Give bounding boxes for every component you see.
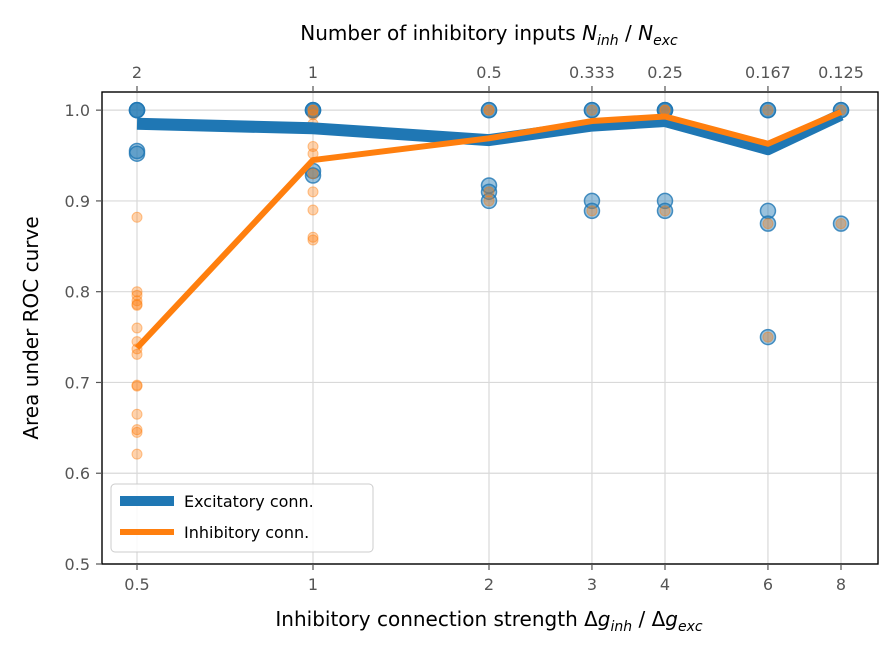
- excitatory-scatter: [128, 101, 850, 346]
- plot-frame: [101, 91, 879, 565]
- y-tick-label: 0.7: [65, 373, 90, 392]
- x-tick-label: 3: [587, 575, 597, 594]
- inhibitory-point: [131, 408, 143, 420]
- y-axis-label: Area under ROC curve: [19, 216, 43, 439]
- inhibitory-point: [131, 424, 143, 436]
- excitatory-point: [759, 101, 777, 119]
- inhibitory-point: [131, 286, 143, 298]
- excitatory-mean-line: [136, 109, 844, 156]
- inhibitory-mean-line: [134, 109, 843, 351]
- inhibitory-point: [307, 140, 319, 152]
- x-tick-label: 6: [763, 575, 773, 594]
- inhibitory-point: [483, 186, 495, 198]
- excitatory-point: [128, 101, 146, 119]
- inhibitory-point: [307, 186, 319, 198]
- inhibitory-point: [131, 322, 143, 334]
- excitatory-point: [759, 328, 777, 346]
- inhibitory-point: [307, 168, 319, 180]
- inhibitory-point: [131, 211, 143, 223]
- top-x-tick-label: 0.5: [476, 63, 501, 82]
- y-tick-label: 0.9: [65, 192, 90, 211]
- inhibitory-point: [586, 205, 598, 217]
- inhibitory-point: [131, 380, 143, 392]
- inhibitory-point: [762, 104, 774, 116]
- x-tick-label: 1: [308, 575, 318, 594]
- x-tick-label: 2: [484, 575, 494, 594]
- inhibitory-point: [307, 104, 319, 116]
- top-axis-label: Number of inhibitory inputs Ninh / Nexc: [300, 21, 678, 49]
- inhibitory-point: [307, 109, 319, 121]
- inhibitory-point: [131, 289, 143, 301]
- y-tick-label: 0.5: [65, 555, 90, 574]
- inhibitory-point: [307, 204, 319, 216]
- inhibitory-point: [131, 426, 143, 438]
- inhibitory-point: [131, 299, 143, 311]
- inhibitory-point: [131, 298, 143, 310]
- top-x-tick-label: 0.167: [745, 63, 791, 82]
- top-x-tick-label: 0.125: [818, 63, 864, 82]
- top-x-tick-label: 0.333: [569, 63, 615, 82]
- excitatory-point: [480, 101, 498, 119]
- x-tick-label: 8: [836, 575, 846, 594]
- excitatory-point: [583, 101, 601, 119]
- inhibitory-point: [835, 218, 847, 230]
- inhibitory-point: [586, 104, 598, 116]
- inhibitory-point: [483, 104, 495, 116]
- excitatory-point: [480, 183, 498, 201]
- ticks: 0.5 2 1 1 2 0.5 3 0.333 4 0.25 6 0.167 8 0.125 0.5 0.6 0…: [65, 63, 864, 594]
- excitatory-point: [583, 202, 601, 220]
- inhibitory-point: [483, 195, 495, 207]
- legend: Excitatory conn. Inhibitory conn.: [110, 483, 374, 553]
- inhibitory-point: [307, 234, 319, 246]
- excitatory-point: [759, 215, 777, 232]
- legend-box: [110, 483, 374, 553]
- excitatory-point: [304, 167, 322, 184]
- y-tick-label: 1.0: [65, 101, 90, 120]
- excitatory-point: [656, 202, 674, 220]
- inhibitory-point: [762, 331, 774, 343]
- legend-label-inhibitory: Inhibitory conn.: [184, 523, 309, 542]
- inhibitory-point: [659, 205, 671, 217]
- mean-lines: [134, 109, 844, 351]
- excitatory-point: [304, 101, 322, 119]
- inhibitory-point: [307, 231, 319, 243]
- x-tick-label: 0.5: [124, 575, 149, 594]
- inhibitory-point: [131, 379, 143, 391]
- y-tick-label: 0.6: [65, 464, 90, 483]
- x-tick-label: 4: [660, 575, 670, 594]
- excitatory-point: [480, 192, 498, 210]
- y-tick-label: 0.8: [65, 283, 90, 302]
- excitatory-point: [832, 215, 850, 232]
- legend-label-excitatory: Excitatory conn.: [184, 492, 314, 511]
- top-x-tick-label: 0.25: [647, 63, 683, 82]
- excitatory-point: [759, 202, 777, 220]
- excitatory-point: [128, 145, 146, 162]
- inhibitory-point: [483, 104, 495, 116]
- inhibitory-point: [307, 104, 319, 116]
- inhibitory-point: [131, 348, 143, 360]
- x-axis-label: Inhibitory connection strength Δginh / Δ…: [275, 607, 702, 635]
- inhibitory-point: [762, 218, 774, 230]
- inhibitory-point: [131, 295, 143, 307]
- inhibitory-point: [131, 448, 143, 460]
- top-x-tick-label: 2: [132, 63, 142, 82]
- top-x-tick-label: 1: [308, 63, 318, 82]
